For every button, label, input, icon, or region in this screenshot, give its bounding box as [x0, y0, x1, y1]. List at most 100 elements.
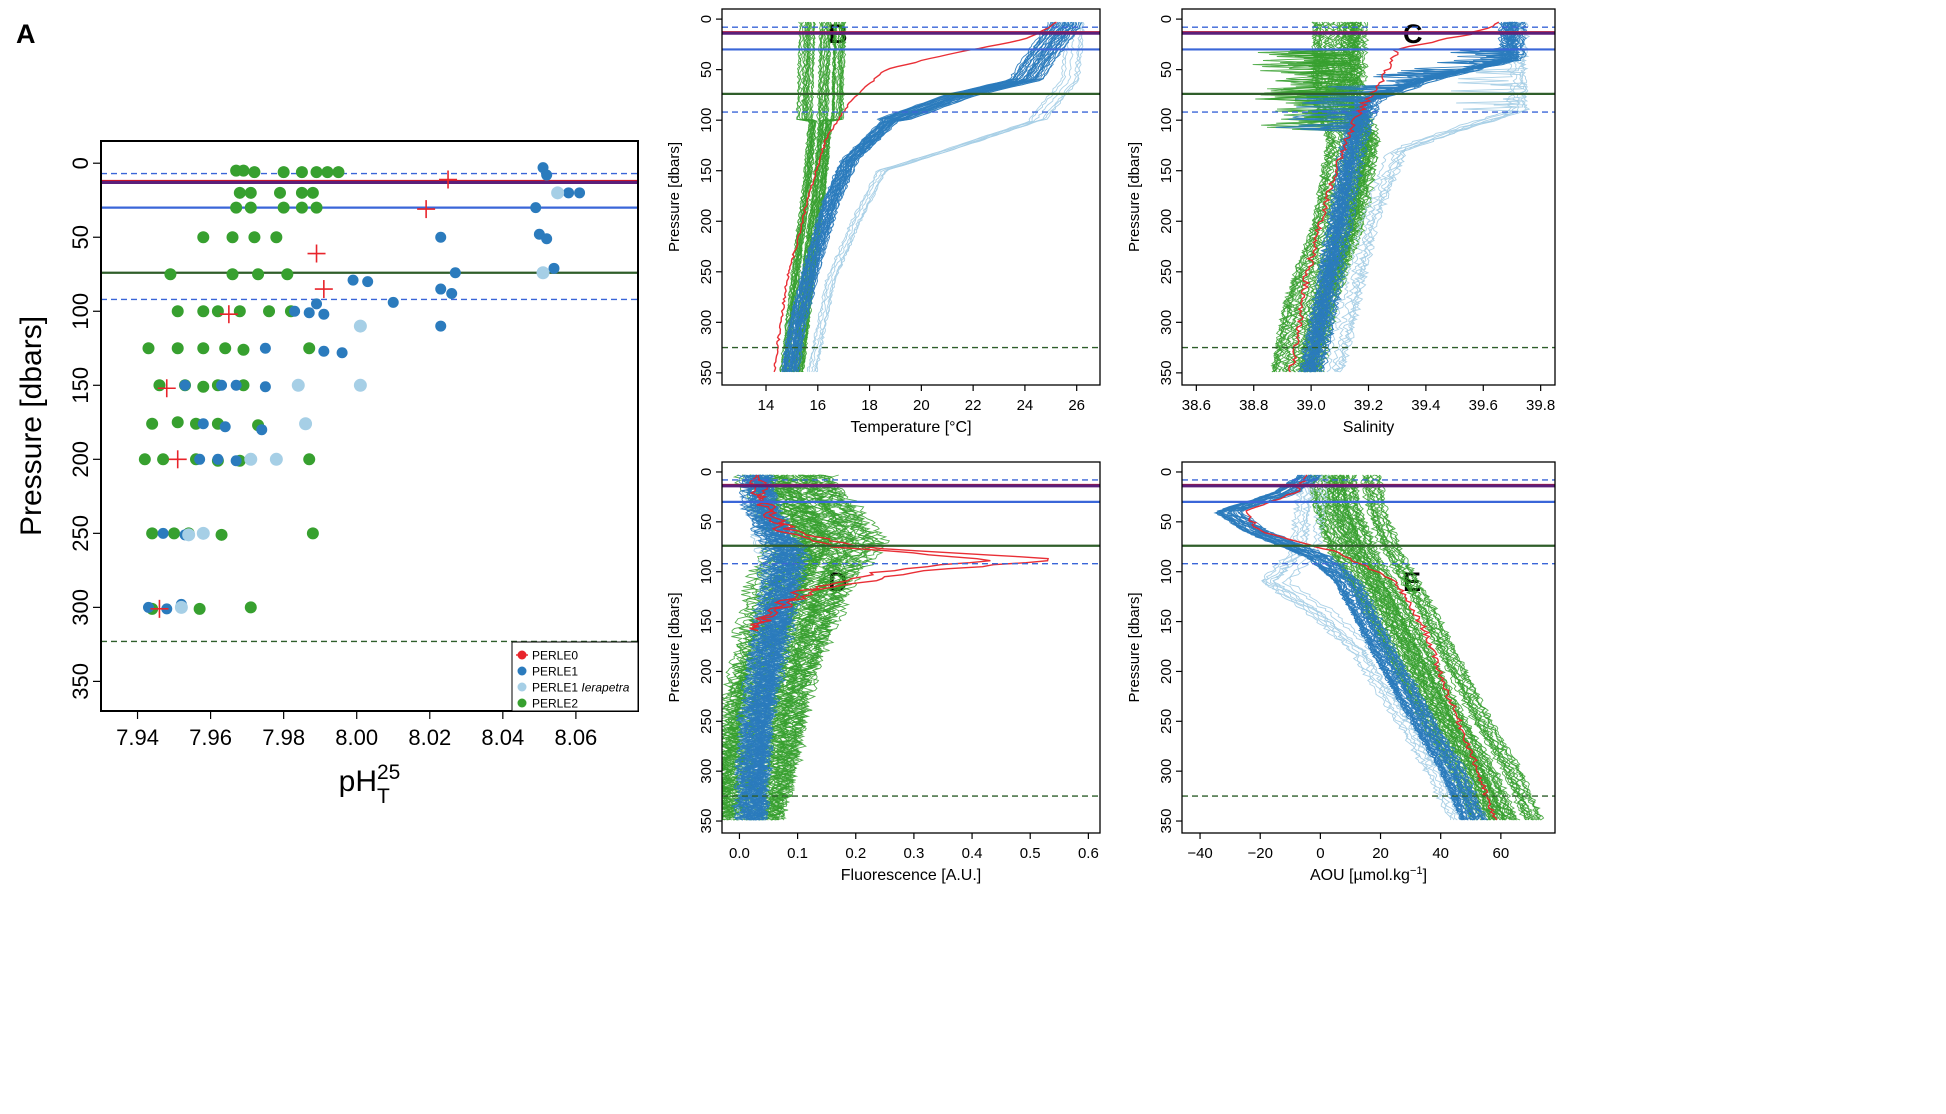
data-point [244, 186, 257, 199]
x-axis-label: pH25 T [339, 761, 401, 808]
profile-line [1363, 474, 1529, 821]
y-tick-label: 0 [698, 15, 715, 23]
profile-line [1335, 21, 1528, 373]
profile-line [755, 474, 813, 821]
data-point [237, 343, 250, 356]
data-point [248, 231, 261, 244]
profile-line [1227, 474, 1478, 821]
profile-line [782, 22, 814, 373]
y-tick-label: 350 [698, 809, 715, 834]
y-tick-label: 200 [68, 441, 93, 478]
y-tick-label: 0 [698, 468, 715, 476]
profile-line [1245, 474, 1498, 821]
plot-area [722, 474, 1100, 821]
x-tick-label: 39.6 [1469, 397, 1498, 414]
profile-line [781, 21, 1052, 373]
data-point [157, 379, 176, 398]
data-point [536, 266, 550, 280]
data-point [153, 379, 166, 392]
y-tick-label: 50 [1158, 513, 1175, 530]
data-point [197, 305, 210, 318]
data-point [157, 527, 169, 539]
profile-line [1219, 474, 1469, 821]
x-tick-label: 8.00 [335, 725, 378, 750]
y-tick-label: 200 [1158, 659, 1175, 684]
y-tick-label: 100 [68, 293, 93, 330]
data-point [277, 201, 290, 214]
plot-area [101, 162, 638, 643]
data-point [362, 276, 374, 288]
y-tick-label: 300 [1158, 310, 1175, 335]
profile-line [1345, 474, 1512, 821]
y-tick-label: 350 [68, 663, 93, 700]
data-point [168, 527, 181, 540]
data-point [146, 527, 159, 540]
profile-line [773, 21, 1057, 373]
profile-line [1322, 21, 1528, 373]
x-axis-label: AOU [µmol.kg−1] [1310, 865, 1427, 884]
profile-line [799, 21, 842, 372]
y-tick-label: 50 [1158, 61, 1175, 78]
profile-line [1360, 474, 1527, 821]
y-tick-label: 50 [698, 513, 715, 530]
y-tick-label: 250 [1158, 259, 1175, 284]
y-tick-label: 50 [698, 61, 715, 78]
x-tick-label: 7.94 [116, 725, 159, 750]
x-tick-label: 40 [1432, 845, 1449, 862]
profile-line [1261, 474, 1452, 821]
x-tick-label: 16 [809, 397, 826, 414]
data-point [233, 186, 246, 199]
data-point [215, 528, 228, 541]
x-tick-label: 22 [965, 397, 982, 414]
profile-line [1213, 474, 1464, 821]
profile-line [722, 474, 814, 803]
y-tick-label: 350 [1158, 809, 1175, 834]
x-tick-label: 0.0 [729, 845, 750, 862]
profile-line [749, 474, 834, 821]
y-tick-label: 300 [698, 310, 715, 335]
data-point [541, 233, 553, 245]
x-tick-label: 0 [1316, 845, 1324, 862]
profile-line [796, 21, 1081, 372]
profile-line [1303, 21, 1517, 373]
series-perle1-ierapetra [174, 186, 565, 614]
data-point [230, 379, 242, 391]
profile-line [788, 22, 1066, 373]
data-point [435, 231, 447, 243]
profile-line [1265, 474, 1458, 821]
y-tick-label: 150 [68, 367, 93, 404]
data-point [311, 298, 323, 310]
x-tick-label: 39.0 [1297, 397, 1326, 414]
y-tick-label: 100 [1158, 108, 1175, 133]
y-tick-label: 300 [1158, 759, 1175, 784]
x-tick-label: 8.06 [554, 725, 597, 750]
profile-line [793, 21, 1075, 372]
profile-line [775, 474, 891, 821]
data-point [295, 201, 308, 214]
data-point [314, 280, 333, 299]
x-tick-label: 39.4 [1411, 397, 1440, 414]
series-perle0 [773, 21, 1057, 373]
series-perle0 [1245, 474, 1498, 821]
profile-line [1331, 474, 1497, 821]
data-point [307, 244, 326, 263]
data-point [230, 455, 242, 467]
x-tick-label: 8.04 [481, 725, 524, 750]
data-point [295, 166, 308, 179]
series-perle2 [1306, 474, 1545, 821]
data-point [295, 186, 308, 199]
series-perle0 [150, 170, 458, 618]
profile-line [738, 474, 787, 821]
x-tick-label: 20 [913, 397, 930, 414]
profile-line [1272, 21, 1334, 373]
x-axis-label: Fluorescence [A.U.] [841, 867, 982, 884]
data-point [270, 231, 283, 244]
x-tick-label: −40 [1187, 845, 1212, 862]
y-tick-label: 250 [698, 709, 715, 734]
profile-line [1331, 474, 1498, 821]
plot-area [1182, 474, 1555, 821]
profile-line [780, 21, 812, 372]
data-point [244, 601, 257, 614]
data-point [449, 267, 461, 279]
y-axis-label: Pressure [dbars] [666, 592, 683, 702]
